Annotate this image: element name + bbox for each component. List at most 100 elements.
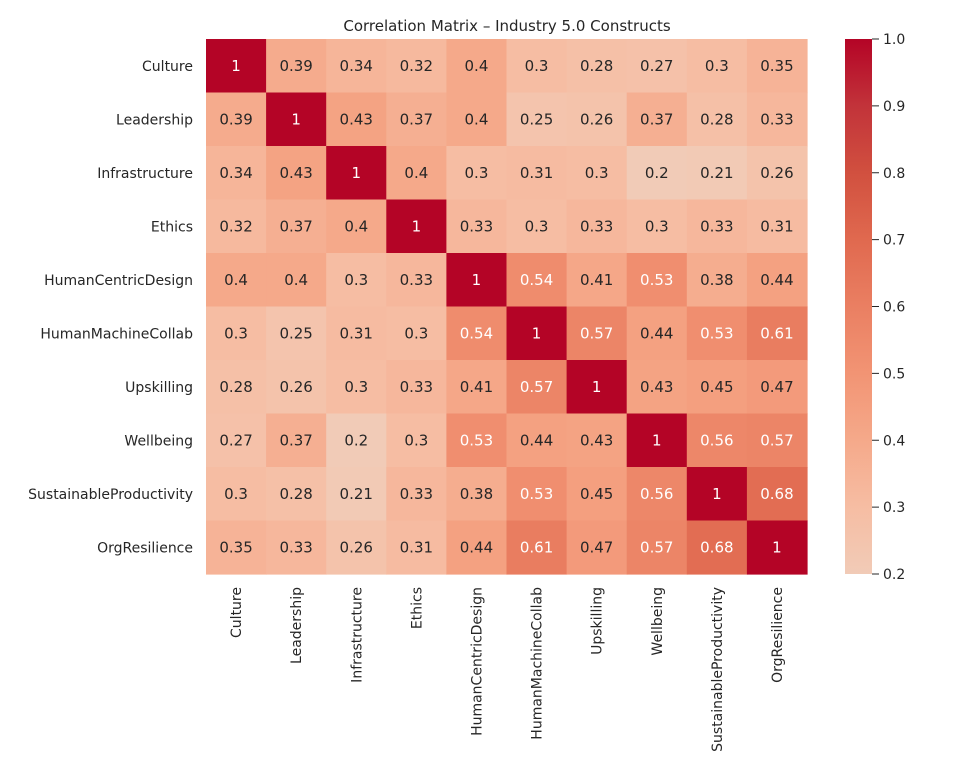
column-label: SustainableProductivity: [710, 587, 726, 752]
chart-title: Correlation Matrix – Industry 5.0 Constr…: [343, 17, 670, 35]
heatmap-cells: 1 0.39 0.34 0.32 0.4 0.3 0.28 0.27 0.3 0.35 0.39 1 0…: [206, 39, 808, 575]
row-label: Culture: [142, 59, 193, 75]
row-label: Leadership: [116, 112, 193, 128]
heatmap-cell: [626, 520, 688, 575]
cell-value-label: 1: [231, 57, 241, 75]
heatmap-cell: [386, 199, 447, 254]
cell-value-label: 0.25: [279, 324, 312, 342]
heatmap-cell: [206, 92, 267, 147]
colorbar-tick-label: 0.2: [883, 567, 905, 583]
heatmap-cell: [566, 146, 628, 201]
column-label: Upskilling: [590, 587, 606, 655]
colorbar-tick-label: 0.4: [883, 433, 905, 449]
cell-value-label: 0.47: [760, 378, 793, 396]
cell-value-label: 0.41: [460, 378, 493, 396]
colorbar-gradient: [845, 39, 872, 574]
heatmap-cell: [686, 413, 748, 468]
heatmap-cell: [506, 413, 568, 468]
cell-value-label: 0.41: [580, 271, 613, 289]
cell-value-label: 0.3: [344, 271, 368, 289]
row-label: Wellbeing: [124, 433, 193, 449]
heatmap-cell: [206, 467, 267, 522]
heatmap-cell: [206, 253, 267, 308]
cell-value-label: 0.33: [700, 217, 733, 235]
heatmap-cell: [266, 39, 327, 94]
row-labels: Culture Leadership Infrastructure Ethics Hum…: [28, 59, 193, 557]
cell-value-label: 0.31: [520, 164, 553, 182]
cell-value-label: 0.32: [400, 57, 433, 75]
colorbar-tick-label: 0.5: [883, 366, 905, 382]
heatmap-cell: [626, 39, 688, 94]
heatmap-cell: [446, 39, 508, 94]
cell-value-label: 0.21: [700, 164, 733, 182]
cell-value-label: 0.4: [465, 110, 489, 128]
heatmap-cell: [386, 306, 447, 361]
heatmap-cell: [266, 520, 327, 575]
cell-value-label: 0.37: [400, 110, 433, 128]
heatmap-cell: [566, 360, 628, 415]
heatmap-cell: [626, 413, 688, 468]
cell-value-label: 0.4: [465, 57, 489, 75]
cell-value-label: 1: [772, 538, 782, 556]
heatmap-cell: [506, 92, 568, 147]
cell-value-label: 0.35: [219, 538, 252, 556]
column-labels: Culture Leadership Infrastructure Ethics Hum…: [229, 587, 786, 752]
heatmap-cell: [326, 360, 387, 415]
cell-value-label: 0.61: [520, 538, 553, 556]
cell-value-label: 1: [351, 164, 361, 182]
row-label: SustainableProductivity: [28, 487, 193, 503]
cell-value-label: 0.33: [279, 538, 312, 556]
cell-value-label: 0.3: [585, 164, 609, 182]
cell-value-label: 0.34: [219, 164, 252, 182]
heatmap-cell: [686, 253, 748, 308]
heatmap-cell: [506, 520, 568, 575]
cell-value-label: 0.33: [400, 485, 433, 503]
cell-value-label: 0.2: [645, 164, 669, 182]
heatmap-cell: [326, 306, 387, 361]
heatmap-cell: [206, 306, 267, 361]
column-label: Leadership: [289, 587, 305, 664]
heatmap-cell: [386, 520, 447, 575]
row-label: OrgResilience: [97, 540, 193, 556]
cell-value-label: 0.2: [344, 431, 368, 449]
heatmap-cell: [566, 39, 628, 94]
heatmap-cell: [626, 306, 688, 361]
cell-value-label: 0.53: [700, 324, 733, 342]
column-label: OrgResilience: [770, 587, 786, 683]
heatmap-cell: [566, 413, 628, 468]
heatmap-cell: [626, 360, 688, 415]
heatmap-cell: [386, 146, 447, 201]
row-label: HumanCentricDesign: [44, 273, 193, 289]
heatmap-cell: [326, 520, 387, 575]
cell-value-label: 0.37: [279, 431, 312, 449]
heatmap-cell: [266, 306, 327, 361]
heatmap-cell: [566, 199, 628, 254]
heatmap-cell: [686, 199, 748, 254]
column-label: Ethics: [409, 587, 425, 629]
colorbar-tick-label: 1.0: [883, 32, 905, 48]
cell-value-label: 0.32: [219, 217, 252, 235]
cell-value-label: 0.43: [640, 378, 673, 396]
heatmap-cell: [446, 146, 508, 201]
heatmap-cell: [506, 253, 568, 308]
heatmap-cell: [746, 520, 808, 575]
heatmap-cell: [746, 199, 808, 254]
heatmap-cell: [746, 253, 808, 308]
cell-value-label: 0.39: [219, 110, 252, 128]
heatmap-cell: [326, 146, 387, 201]
cell-value-label: 0.3: [465, 164, 489, 182]
heatmap-cell: [386, 253, 447, 308]
cell-value-label: 0.56: [640, 485, 673, 503]
cell-value-label: 0.27: [219, 431, 252, 449]
cell-value-label: 0.38: [700, 271, 733, 289]
heatmap-cell: [266, 413, 327, 468]
cell-value-label: 0.56: [700, 431, 733, 449]
column-label: HumanCentricDesign: [469, 587, 485, 736]
row-label: Infrastructure: [97, 166, 193, 182]
cell-value-label: 0.35: [760, 57, 793, 75]
colorbar-tick-label: 0.9: [883, 99, 905, 115]
row-label: Upskilling: [125, 380, 193, 396]
heatmap-cell: [446, 520, 508, 575]
cell-value-label: 0.3: [404, 324, 428, 342]
heatmap-cell: [326, 467, 387, 522]
